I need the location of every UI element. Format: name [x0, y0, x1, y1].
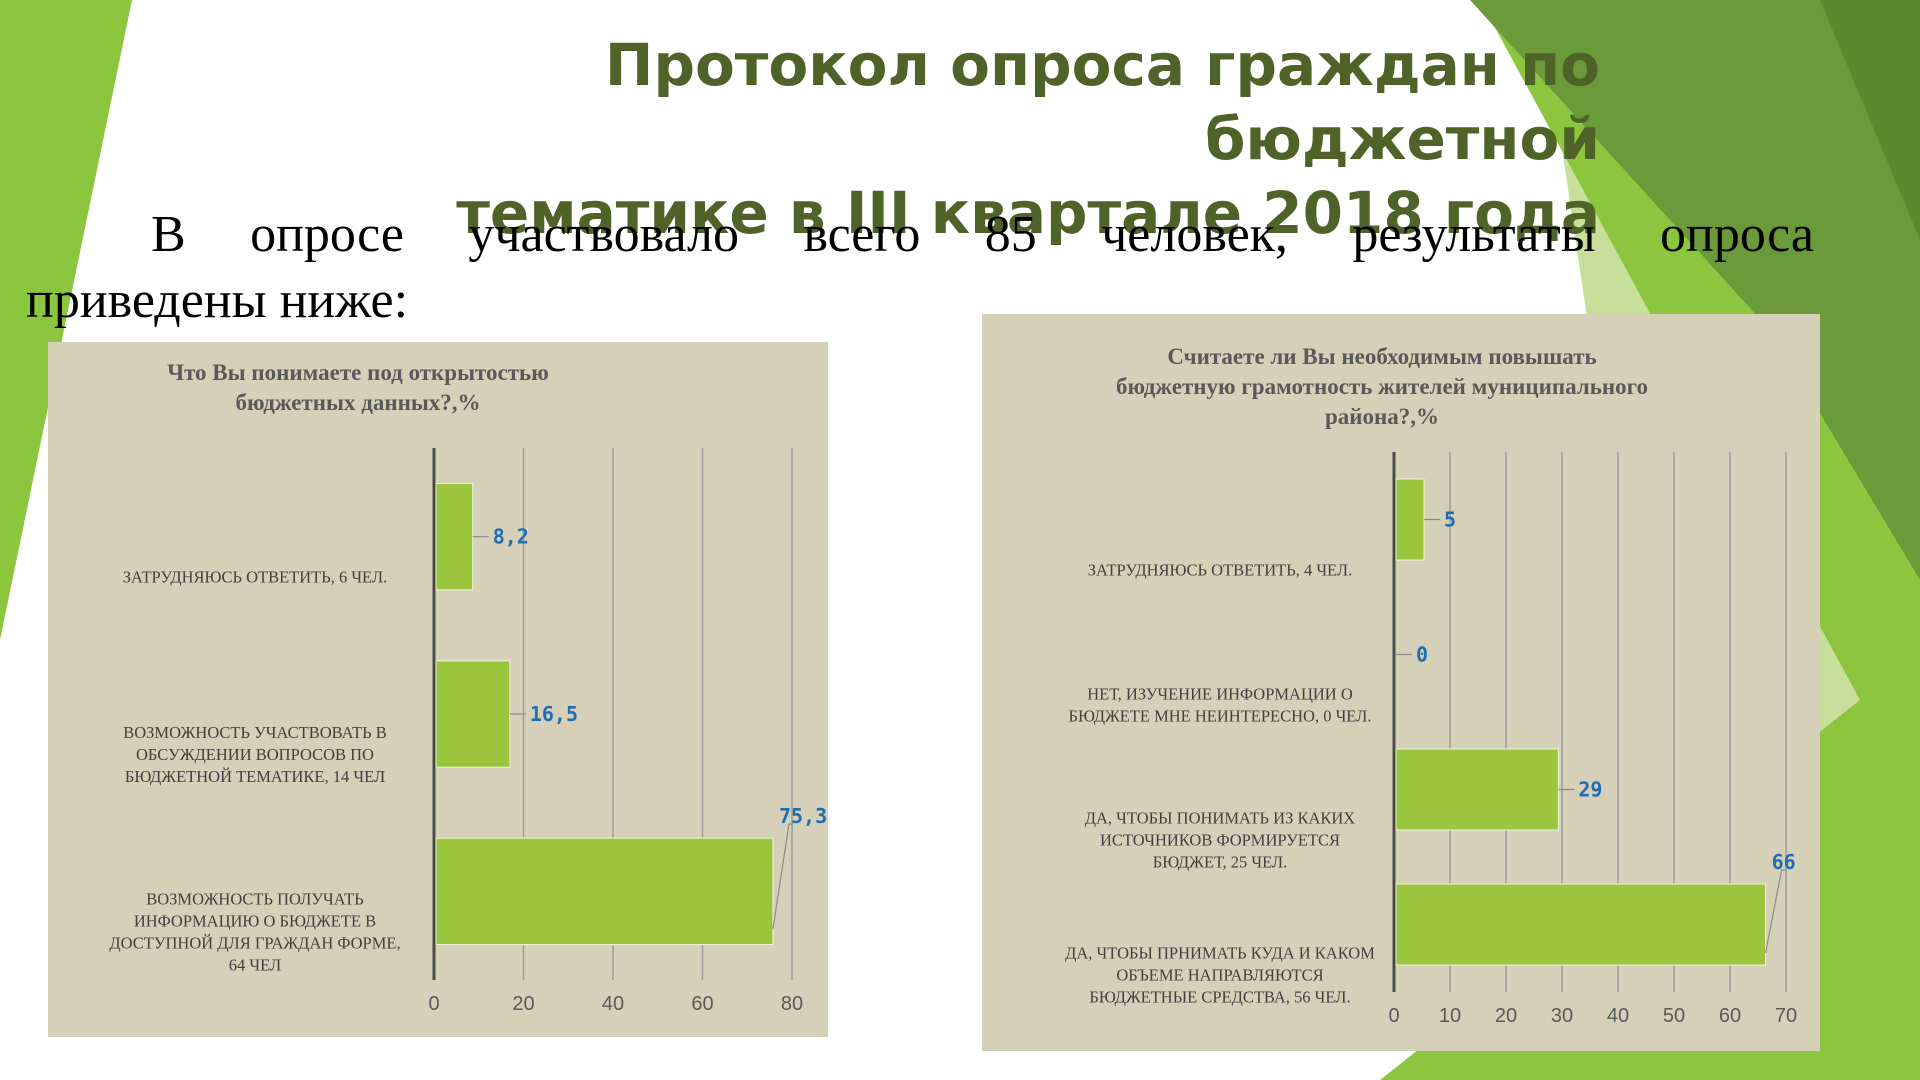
intro-word: участвовало — [468, 206, 739, 263]
x-tick-label: 50 — [1663, 1005, 1685, 1027]
category-label-line: БЮДЖЕТНЫЕ СРЕДСТВА, 56 ЧЕЛ. — [1089, 988, 1350, 1007]
data-label: 16,5 — [530, 702, 578, 726]
category-label-line: ЗАТРУДНЯЮСЬ ОТВЕТИТЬ, 6 ЧЕЛ. — [123, 568, 387, 587]
left-green-shape — [0, 0, 132, 640]
leader-line — [1765, 869, 1786, 953]
bar — [1395, 478, 1425, 561]
bar — [435, 482, 474, 591]
data-label: 8,2 — [493, 525, 529, 549]
x-tick-label: 60 — [691, 993, 713, 1015]
intro-word: человек, — [1101, 206, 1288, 263]
data-label: 66 — [1772, 850, 1796, 874]
x-tick-label: 40 — [602, 993, 624, 1015]
intro-line-2: приведены ниже: — [26, 272, 409, 329]
x-tick-label: 20 — [512, 993, 534, 1015]
x-tick-label: 0 — [1388, 1005, 1399, 1027]
bar — [1395, 748, 1559, 831]
bar — [435, 660, 511, 768]
chart-title-literacy: Считаете ли Вы необходимым повышать бюдж… — [1062, 342, 1702, 432]
slide-title-line-2: тематике в III квартале 2018 года — [456, 179, 1600, 247]
category-label-line: ЗАТРУДНЯЮСЬ ОТВЕТИТЬ, 4 ЧЕЛ. — [1088, 561, 1352, 580]
x-tick-label: 40 — [1607, 1005, 1629, 1027]
x-tick-label: 10 — [1439, 1005, 1461, 1027]
chart-title-line: бюджетных данных?,% — [235, 390, 481, 415]
chart-panel-literacy: Считаете ли Вы необходимым повышать бюдж… — [982, 314, 1820, 1051]
category-label-line: БЮДЖЕТ, 25 ЧЕЛ. — [1153, 853, 1288, 872]
category-label-line: 64 ЧЕЛ — [229, 955, 281, 974]
intro-text: В опросе участвовало всего 85 человек, р… — [26, 202, 1814, 334]
x-tick-label: 70 — [1775, 1005, 1797, 1027]
category-label: ВОЗМОЖНОСТЬ УЧАСТВОВАТЬ В ОБСУЖДЕНИИ ВОПР… — [123, 723, 386, 786]
category-label-line: БЮДЖЕТЕ МНЕ НЕИНТЕРЕСНО, 0 ЧЕЛ. — [1069, 707, 1372, 726]
x-tick-label: 0 — [428, 993, 439, 1015]
leader-line — [772, 823, 793, 929]
chart-title-openness: Что Вы понимаете под открытостью бюджетн… — [108, 358, 608, 418]
intro-word: опроса — [1660, 206, 1814, 263]
category-label: НЕТ, ИЗУЧЕНИЕ ИНФОРМАЦИИ О БЮДЖЕТЕ МНЕ НЕ… — [1069, 685, 1372, 726]
x-tick-label: 80 — [781, 993, 803, 1015]
category-label: ЗАТРУДНЯЮСЬ ОТВЕТИТЬ, 6 ЧЕЛ. — [123, 568, 387, 587]
intro-word: 85 — [984, 206, 1037, 263]
data-label: 5 — [1444, 508, 1456, 532]
intro-line-1: В опросе участвовало всего 85 человек, р… — [26, 202, 1814, 268]
category-label-line: ВОЗМОЖНОСТЬ ПОЛУЧАТЬ — [146, 889, 364, 908]
category-label-line: ИСТОЧНИКОВ ФОРМИРУЕТСЯ — [1100, 831, 1340, 850]
x-tick-label: 60 — [1719, 1005, 1741, 1027]
bar — [1395, 883, 1767, 966]
category-label: ЗАТРУДНЯЮСЬ ОТВЕТИТЬ, 4 ЧЕЛ. — [1088, 561, 1352, 580]
category-label-line: ОБЪЕМЕ НАПРАВЛЯЮТСЯ — [1116, 966, 1323, 985]
category-label-line: ИНФОРМАЦИЮ О БЮДЖЕТЕ В — [134, 911, 376, 930]
data-label: 29 — [1578, 778, 1602, 802]
chart-title-line: Что Вы понимаете под открытостью — [167, 360, 549, 385]
category-label-line: БЮДЖЕТНОЙ ТЕМАТИКЕ, 14 ЧЕЛ — [125, 767, 385, 786]
intro-word: опросе — [250, 206, 404, 263]
intro-word: всего — [803, 206, 921, 263]
chart-title-line: бюджетную грамотность жителей муниципаль… — [1116, 374, 1648, 399]
category-label: ДА, ЧТОБЫ ПОНИМАТЬ ИЗ КАКИХ ИСТОЧНИКОВ ФО… — [1085, 809, 1356, 872]
right-dark-shape-2 — [1820, 0, 1920, 240]
category-label-line: ВОЗМОЖНОСТЬ УЧАСТВОВАТЬ В — [123, 723, 386, 742]
chart-title-line: Считаете ли Вы необходимым повышать — [1167, 344, 1597, 369]
right-dark-shape — [1470, 0, 1920, 580]
category-label: ВОЗМОЖНОСТЬ ПОЛУЧАТЬ ИНФОРМАЦИЮ О БЮДЖЕТЕ… — [109, 889, 400, 974]
intro-word: В — [151, 206, 186, 263]
bar — [435, 837, 774, 946]
data-label: 0 — [1416, 643, 1428, 667]
chart-panel-openness: Что Вы понимаете под открытостью бюджетн… — [48, 342, 828, 1037]
category-label-line: НЕТ, ИЗУЧЕНИЕ ИНФОРМАЦИИ О — [1087, 685, 1353, 704]
data-label: 75,3 — [779, 804, 827, 828]
category-label: ДА, ЧТОБЫ ПРНИМАТЬ КУДА И КАКОМ ОБЪЕМЕ НА… — [1065, 944, 1375, 1007]
category-label-line: ДА, ЧТОБЫ ПРНИМАТЬ КУДА И КАКОМ — [1065, 944, 1375, 963]
x-tick-label: 20 — [1495, 1005, 1517, 1027]
slide-title-line-1: Протокол опроса граждан по бюджетной — [604, 31, 1600, 173]
chart-title-line: района?,% — [1324, 404, 1440, 429]
intro-word: результаты — [1352, 206, 1596, 263]
category-label-line: ОБСУЖДЕНИИ ВОПРОСОВ ПО — [136, 745, 374, 764]
category-label-line: ДОСТУПНОЙ ДЛЯ ГРАЖДАН ФОРМЕ, — [109, 933, 400, 952]
category-label-line: ДА, ЧТОБЫ ПОНИМАТЬ ИЗ КАКИХ — [1085, 809, 1356, 828]
x-tick-label: 30 — [1551, 1005, 1573, 1027]
slide-title: Протокол опроса граждан по бюджетной тем… — [300, 28, 1600, 250]
bar-chart-openness: 0 20 40 60 80 ЗАТРУДНЯЮСЬ ОТВЕТИТЬ, 6 ЧЕЛ. 8,2… — [109, 448, 827, 1015]
